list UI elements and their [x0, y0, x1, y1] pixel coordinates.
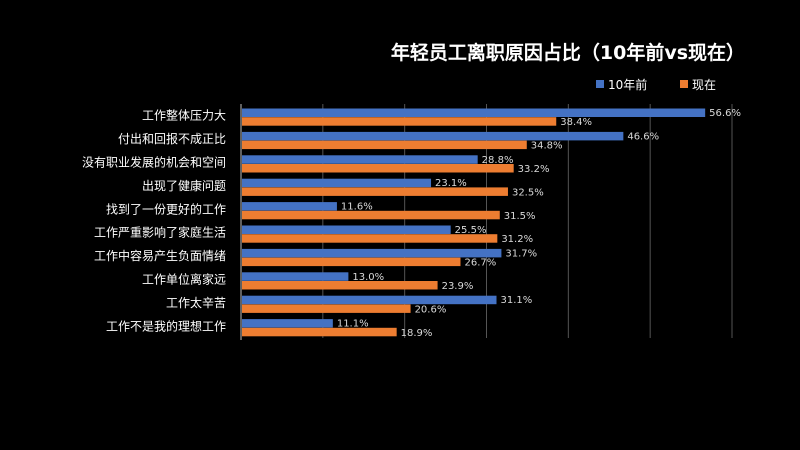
bar-series-0	[242, 295, 497, 305]
chart-title: 年轻员工离职原因占比（10年前vs现在）	[391, 41, 745, 64]
bar-series-1	[242, 140, 527, 150]
data-label-series-0: 25.5%	[455, 225, 487, 236]
bar-series-1	[242, 234, 498, 243]
data-label-series-1: 23.9%	[442, 281, 474, 292]
data-label-series-0: 56.6%	[709, 108, 741, 119]
legend-swatch-series-0	[596, 80, 604, 88]
bar-series-1	[242, 164, 514, 173]
data-label-series-1: 38.4%	[560, 117, 592, 128]
data-label-series-0: 11.1%	[337, 319, 369, 330]
bar-series-1	[242, 327, 397, 337]
bar-series-0	[242, 178, 432, 188]
category-label: 工作中容易产生负面情绪	[94, 248, 226, 263]
category-label: 工作太辛苦	[166, 295, 226, 310]
data-label-series-0: 31.1%	[501, 295, 533, 306]
data-label-series-1: 26.7%	[464, 258, 496, 269]
legend: 10年前 现在	[596, 77, 716, 92]
bar-series-1	[242, 257, 461, 267]
category-label: 工作单位离家远	[142, 272, 226, 287]
bar-series-0	[242, 202, 337, 211]
bar-series-1	[242, 210, 500, 220]
bar-series-1	[242, 117, 557, 126]
bars	[242, 108, 706, 337]
data-label-series-1: 33.2%	[518, 164, 550, 175]
category-label: 工作不是我的理想工作	[106, 318, 226, 333]
legend-label-series-1: 现在	[692, 78, 716, 92]
data-label-series-1: 34.8%	[531, 141, 563, 152]
data-label-series-1: 31.5%	[504, 211, 536, 222]
data-label-series-1: 31.2%	[501, 234, 533, 245]
data-label-series-0: 28.8%	[482, 155, 514, 166]
labels: 工作整体压力大 56.6% 38.4% 付出和回报不成正比 46.6% 34.8% 没有职业…	[82, 108, 741, 339]
data-label-series-1: 20.6%	[415, 304, 447, 315]
data-label-series-1: 18.9%	[401, 328, 433, 339]
bar-series-0	[242, 319, 333, 328]
data-label-series-0: 46.6%	[627, 131, 659, 142]
category-label: 出现了健康问题	[142, 178, 226, 193]
bar-series-1	[242, 281, 438, 290]
bar-series-0	[242, 272, 349, 281]
bar-series-0	[242, 155, 478, 164]
bar-series-1	[242, 304, 411, 313]
data-label-series-1: 32.5%	[512, 187, 544, 198]
legend-label-series-0: 10年前	[608, 77, 647, 92]
legend-swatch-series-1	[680, 80, 688, 88]
category-label: 没有职业发展的机会和空间	[82, 155, 226, 170]
bar-series-0	[242, 248, 502, 258]
bar-series-0	[242, 225, 451, 234]
bar-series-0	[242, 131, 624, 141]
bar-series-1	[242, 187, 508, 196]
category-label: 付出和回报不成正比	[118, 131, 226, 146]
bar-series-0	[242, 108, 706, 117]
data-label-series-0: 31.7%	[505, 248, 537, 259]
category-label: 找到了一份更好的工作	[106, 201, 226, 216]
data-label-series-0: 23.1%	[435, 178, 467, 189]
category-label: 工作严重影响了家庭生活	[94, 225, 226, 240]
data-label-series-0: 13.0%	[352, 272, 384, 283]
category-label: 工作整体压力大	[142, 108, 226, 123]
data-label-series-0: 11.6%	[341, 202, 373, 213]
